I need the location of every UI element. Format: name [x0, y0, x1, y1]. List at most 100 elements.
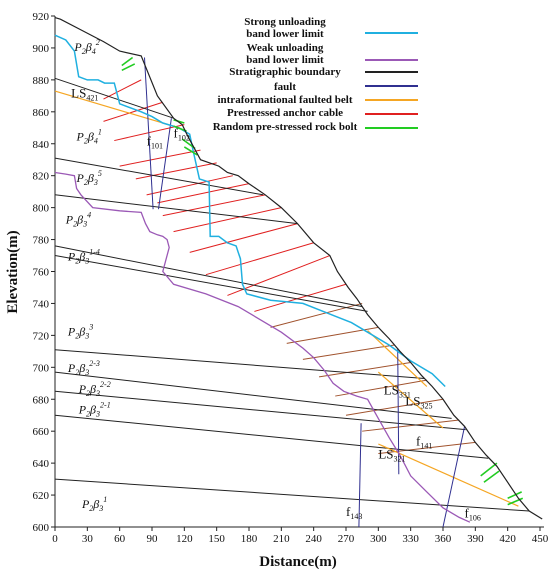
fault-line: [144, 57, 154, 210]
y-tick-label: 900: [33, 43, 50, 55]
rock-bolt: [183, 146, 198, 156]
rock-bolt: [507, 491, 523, 499]
x-tick-label: 360: [435, 533, 452, 545]
y-tick-label: 640: [33, 458, 50, 470]
x-tick-label: 180: [241, 533, 258, 545]
rock-bolt: [121, 56, 134, 67]
y-tick-label: 780: [33, 235, 50, 247]
anchor-cable: [205, 242, 314, 276]
y-tick-label: 880: [33, 75, 50, 87]
anchor-cable: [135, 162, 217, 180]
stratum-label: P2β42: [73, 38, 99, 56]
y-tick-label: 680: [33, 394, 50, 406]
stratigraphic-boundary: [54, 414, 489, 459]
fault-label: f141: [416, 434, 432, 451]
x-tick-label: 330: [402, 533, 419, 545]
fault-line: [358, 423, 362, 528]
x-tick-label: 60: [114, 533, 126, 545]
anchor-cable: [254, 283, 347, 312]
stratum-label: P2β33: [67, 322, 93, 340]
legend-label: Prestressed anchor cable: [227, 107, 343, 119]
x-tick-label: 240: [305, 533, 322, 545]
x-tick-label: 450: [532, 533, 549, 545]
y-tick-label: 860: [33, 107, 50, 119]
fault-zone-label: LS331: [384, 382, 411, 399]
stratigraphic-boundary: [54, 194, 298, 225]
stratigraphic-boundary: [54, 157, 264, 196]
strong-unloading-line: [54, 34, 446, 388]
y-tick-label: 740: [33, 298, 50, 310]
y-axis-title: Elevation(m): [5, 230, 21, 313]
stratigraphic-boundary: [54, 77, 174, 119]
weak-unloading-line: [54, 171, 471, 523]
stratigraphic-boundary: [54, 245, 363, 308]
stratum-label: P2β35: [76, 169, 102, 187]
faulted-belt: [377, 371, 444, 429]
anchor-cable: [114, 124, 185, 142]
fault-zone-label: LS325: [405, 394, 432, 411]
ground-surface: [54, 17, 543, 520]
stratigraphic-boundary: [54, 255, 368, 312]
x-tick-label: 90: [147, 533, 159, 545]
stratigraphic-boundary: [54, 371, 452, 419]
x-tick-label: 120: [176, 533, 193, 545]
rock-bolt: [480, 462, 498, 477]
y-tick-label: 800: [33, 203, 50, 215]
y-tick-label: 620: [33, 490, 50, 502]
anchor-cable: [162, 194, 266, 217]
faulted-belt: [367, 330, 428, 387]
y-tick-label: 820: [33, 171, 50, 183]
stratum-label: P2β31: [81, 495, 107, 513]
legend-label: Random pre-stressed rock bolt: [213, 121, 358, 133]
x-tick-label: 390: [467, 533, 484, 545]
y-tick-label: 920: [33, 11, 50, 23]
x-tick-label: 210: [273, 533, 290, 545]
anchor-cable: [302, 344, 395, 360]
y-tick-label: 660: [33, 426, 50, 438]
x-tick-label: 420: [499, 533, 516, 545]
fault-label: f102: [174, 125, 190, 142]
faulted-belt: [54, 90, 174, 127]
anchor-cable: [318, 362, 411, 378]
legend-label: fault: [274, 81, 296, 93]
anchor-cable: [119, 149, 201, 167]
stratum-label: P2β32-1: [78, 401, 111, 419]
stratum-label: P2β34: [65, 211, 91, 229]
x-axis-title: Distance(m): [259, 554, 336, 570]
rock-bolt: [121, 63, 136, 72]
fault-line: [442, 426, 466, 528]
anchor-cable: [189, 223, 298, 253]
anchor-cable: [146, 175, 233, 196]
x-tick-label: 30: [82, 533, 94, 545]
axis-ticks: 0 30 60 90 120 150 180 210 240 270 300 330 360 390 420…: [33, 11, 549, 545]
y-tick-label: 760: [33, 267, 50, 279]
stratum-label: P2β41: [76, 128, 102, 146]
stratum-label: P2β32-3: [67, 359, 100, 377]
fault-zone-label: LS421: [71, 85, 98, 102]
profile-labels: P2β42 P2β41 P2β35 P2β34 P2β31-4 P2β33 P2β32-3 P…: [65, 38, 481, 522]
fault-label: f106: [465, 505, 481, 522]
anchor-cable: [103, 101, 163, 122]
stratigraphic-boundary: [54, 349, 425, 379]
legend-label: Weak unloading band lower limit: [246, 42, 324, 66]
rock-bolt: [483, 470, 500, 483]
y-tick-label: 840: [33, 139, 50, 151]
x-tick-label: 0: [52, 533, 58, 545]
legend-label: Stratigraphic boundary: [229, 66, 341, 78]
plot-lines: [54, 16, 544, 528]
y-tick-label: 700: [33, 362, 50, 374]
y-tick-label: 720: [33, 330, 50, 342]
stratum-label: P2β31-4: [67, 247, 100, 265]
x-tick-label: 270: [338, 533, 355, 545]
fault-label: f101: [147, 133, 163, 150]
fault-label: f143: [346, 504, 362, 521]
fault-zone-label: LS321: [378, 446, 405, 463]
faulted-belt: [378, 443, 519, 507]
stratigraphic-boundary: [54, 478, 530, 512]
legend-label: intraformational faulted belt: [217, 94, 352, 106]
anchor-cable: [270, 302, 363, 328]
anchor-cable: [173, 207, 282, 233]
y-tick-label: 600: [33, 522, 50, 534]
